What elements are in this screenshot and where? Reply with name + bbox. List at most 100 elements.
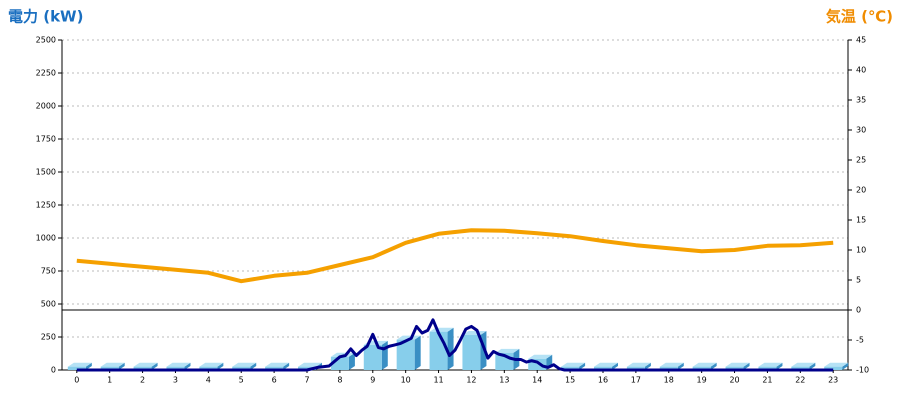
y-tick-label: 500 [41, 300, 56, 309]
x-tick-label: 20 [729, 376, 739, 385]
bar [363, 344, 382, 370]
x-tick-label: 5 [239, 376, 244, 385]
bar-group [199, 362, 224, 370]
bar-group [659, 362, 684, 370]
bar-side [611, 362, 618, 370]
bar-top [396, 335, 421, 340]
bar-side [283, 362, 290, 370]
bar-top [100, 362, 125, 367]
bar-group [396, 335, 421, 370]
bar-top [298, 362, 323, 367]
bar-group [626, 362, 651, 370]
bar-top [199, 362, 224, 367]
bar [298, 366, 317, 370]
bar-group [166, 362, 191, 370]
x-tick-label: 0 [74, 376, 79, 385]
bar-top [626, 362, 651, 367]
y-tick-label: 1500 [36, 168, 56, 177]
y2-tick-label: 25 [856, 156, 866, 165]
bar-side [414, 335, 421, 370]
bar-top [692, 362, 717, 367]
bar-top [133, 362, 158, 367]
bar-top [791, 362, 816, 367]
bar [528, 358, 547, 370]
bar [166, 366, 185, 370]
bar-top [67, 362, 92, 367]
bar [67, 366, 86, 370]
bar-side [710, 362, 717, 370]
y-tick-label: 250 [41, 333, 56, 342]
y2-tick-label: -5 [856, 336, 864, 345]
y-tick-label: 2000 [36, 102, 56, 111]
bar [758, 366, 777, 370]
x-tick-label: 10 [401, 376, 411, 385]
y-tick-label: 2250 [36, 69, 56, 78]
y-tick-label: 750 [41, 267, 56, 276]
bar-side [184, 362, 191, 370]
bar-top [758, 362, 783, 367]
bar-top [462, 331, 487, 336]
x-tick-label: 6 [272, 376, 277, 385]
bar-top [593, 362, 618, 367]
y2-tick-label: 15 [856, 216, 866, 225]
bar-group [725, 362, 750, 370]
x-tick-label: 2 [140, 376, 145, 385]
y-tick-label: 0 [51, 366, 56, 375]
bar [593, 366, 612, 370]
x-tick-label: 1 [107, 376, 112, 385]
bar-group [758, 362, 783, 370]
x-tick-label: 8 [337, 376, 342, 385]
x-tick-label: 11 [433, 376, 443, 385]
bar-side [348, 352, 355, 370]
bar [791, 366, 810, 370]
bar-side [809, 362, 816, 370]
y2-tick-label: 0 [856, 306, 861, 315]
bar [824, 366, 843, 370]
x-tick-label: 7 [304, 376, 309, 385]
bar-side [217, 362, 224, 370]
bar-group [692, 362, 717, 370]
line [76, 318, 834, 372]
line [76, 228, 834, 284]
bar-side [381, 340, 388, 370]
bar [659, 366, 678, 370]
bar-group [100, 362, 125, 370]
bar-side [118, 362, 125, 370]
bar [100, 366, 119, 370]
bar-group [791, 362, 816, 370]
bar-side [579, 362, 586, 370]
x-tick-label: 9 [370, 376, 375, 385]
x-tick-label: 3 [173, 376, 178, 385]
bar [232, 366, 251, 370]
bar [265, 366, 284, 370]
bar-group [265, 362, 290, 370]
x-tick-label: 22 [795, 376, 805, 385]
x-tick-label: 16 [598, 376, 608, 385]
bar [133, 366, 152, 370]
x-tick-label: 21 [762, 376, 772, 385]
bar-top [495, 348, 520, 353]
x-tick-label: 18 [664, 376, 674, 385]
x-tick-label: 4 [206, 376, 211, 385]
y2-tick-label: 30 [856, 126, 866, 135]
bar [725, 366, 744, 370]
bar-top [166, 362, 191, 367]
bar-side [151, 362, 158, 370]
y2-tick-label: 10 [856, 246, 866, 255]
bar-side [250, 362, 257, 370]
bar-side [776, 362, 783, 370]
y2-tick-label: 40 [856, 66, 866, 75]
bar [692, 366, 711, 370]
bar-top [824, 362, 849, 367]
bar-group [232, 362, 257, 370]
bar [462, 335, 481, 370]
y-tick-label: 1000 [36, 234, 56, 243]
bar-top [659, 362, 684, 367]
bar [396, 339, 415, 370]
bar-group [462, 331, 487, 370]
bar-side [677, 362, 684, 370]
bar-group [67, 362, 92, 370]
bar-side [85, 362, 92, 370]
bar-side [644, 362, 651, 370]
